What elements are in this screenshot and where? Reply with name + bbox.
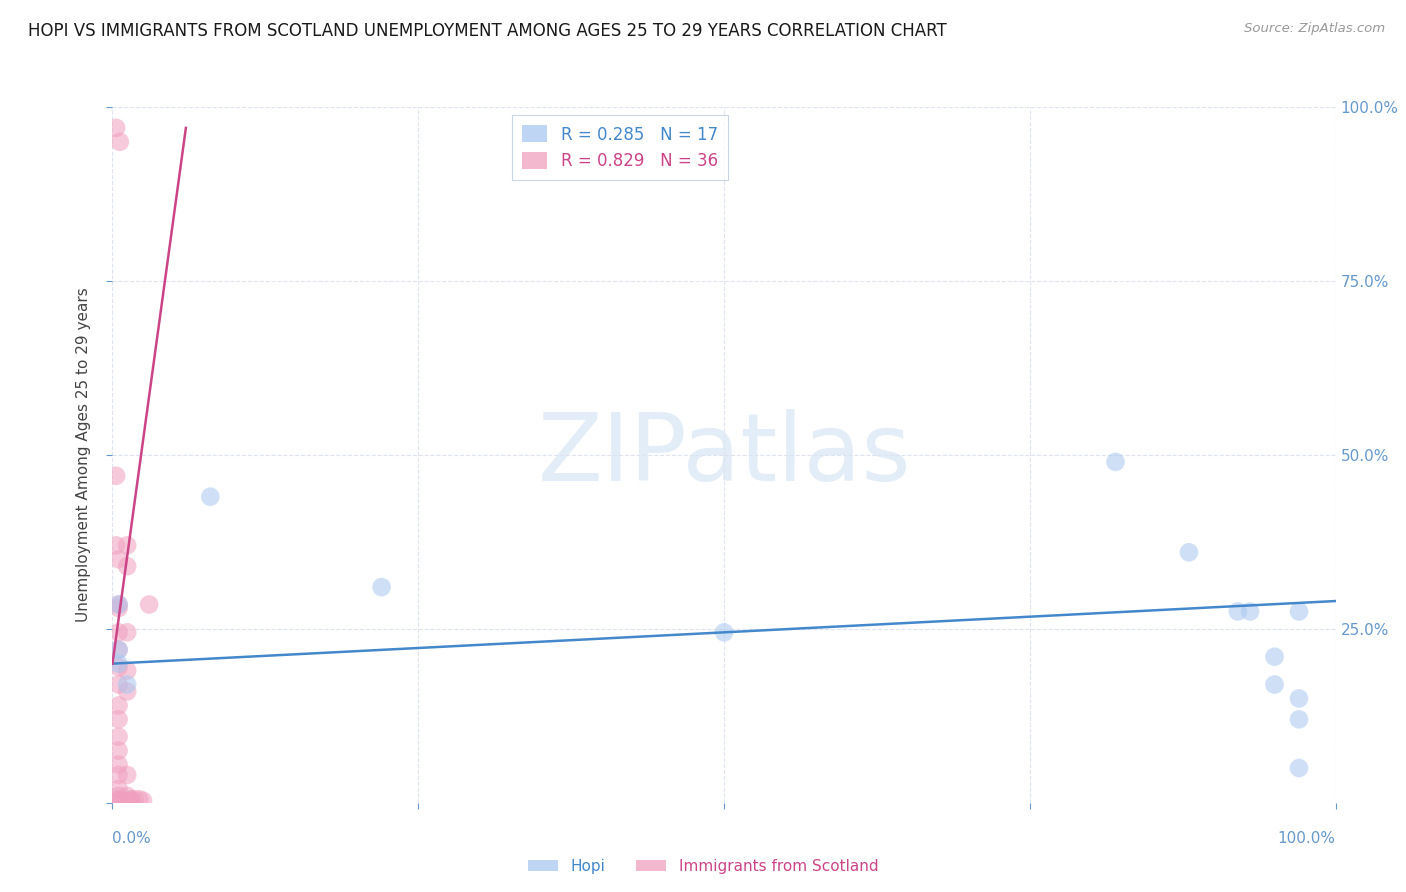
Y-axis label: Unemployment Among Ages 25 to 29 years: Unemployment Among Ages 25 to 29 years — [76, 287, 91, 623]
Point — [107, 660, 129, 674]
Point — [120, 794, 142, 808]
Point — [128, 792, 150, 806]
Point — [107, 781, 129, 796]
Point — [107, 795, 129, 809]
Point — [1226, 605, 1249, 619]
Point — [107, 744, 129, 758]
Point — [1288, 761, 1310, 775]
Point — [107, 792, 129, 806]
Point — [107, 598, 129, 612]
Point — [105, 538, 128, 552]
Text: 0.0%: 0.0% — [112, 830, 152, 846]
Point — [1288, 605, 1310, 619]
Point — [124, 792, 146, 806]
Point — [108, 135, 131, 149]
Point — [713, 625, 735, 640]
Point — [132, 794, 155, 808]
Point — [1178, 545, 1201, 559]
Point — [1104, 455, 1126, 469]
Point — [115, 538, 138, 552]
Point — [107, 625, 129, 640]
Point — [105, 468, 128, 483]
Point — [107, 677, 129, 691]
Point — [120, 792, 142, 806]
Point — [107, 789, 129, 803]
Point — [1264, 677, 1286, 691]
Point — [107, 642, 129, 657]
Point — [107, 552, 129, 566]
Point — [115, 664, 138, 678]
Text: HOPI VS IMMIGRANTS FROM SCOTLAND UNEMPLOYMENT AMONG AGES 25 TO 29 YEARS CORRELAT: HOPI VS IMMIGRANTS FROM SCOTLAND UNEMPLO… — [28, 22, 946, 40]
Point — [107, 698, 129, 713]
Point — [115, 677, 138, 691]
Legend: R = 0.285   N = 17, R = 0.829   N = 36: R = 0.285 N = 17, R = 0.829 N = 36 — [512, 115, 728, 180]
Point — [107, 712, 129, 726]
Point — [1288, 691, 1310, 706]
Point — [107, 768, 129, 782]
Point — [107, 598, 129, 612]
Point — [107, 642, 129, 657]
Point — [120, 795, 142, 809]
Text: 100.0%: 100.0% — [1278, 830, 1336, 846]
Text: Source: ZipAtlas.com: Source: ZipAtlas.com — [1244, 22, 1385, 36]
Point — [107, 657, 129, 671]
Text: ZIPatlas: ZIPatlas — [537, 409, 911, 501]
Point — [370, 580, 392, 594]
Legend: Hopi, Immigrants from Scotland: Hopi, Immigrants from Scotland — [522, 853, 884, 880]
Point — [200, 490, 222, 504]
Point — [107, 757, 129, 772]
Point — [107, 730, 129, 744]
Point — [115, 559, 138, 574]
Point — [115, 684, 138, 698]
Point — [115, 768, 138, 782]
Point — [115, 625, 138, 640]
Point — [115, 789, 138, 803]
Point — [107, 794, 129, 808]
Point — [1264, 649, 1286, 664]
Point — [1288, 712, 1310, 726]
Point — [1239, 605, 1261, 619]
Point — [107, 601, 129, 615]
Point — [105, 120, 128, 135]
Point — [138, 598, 160, 612]
